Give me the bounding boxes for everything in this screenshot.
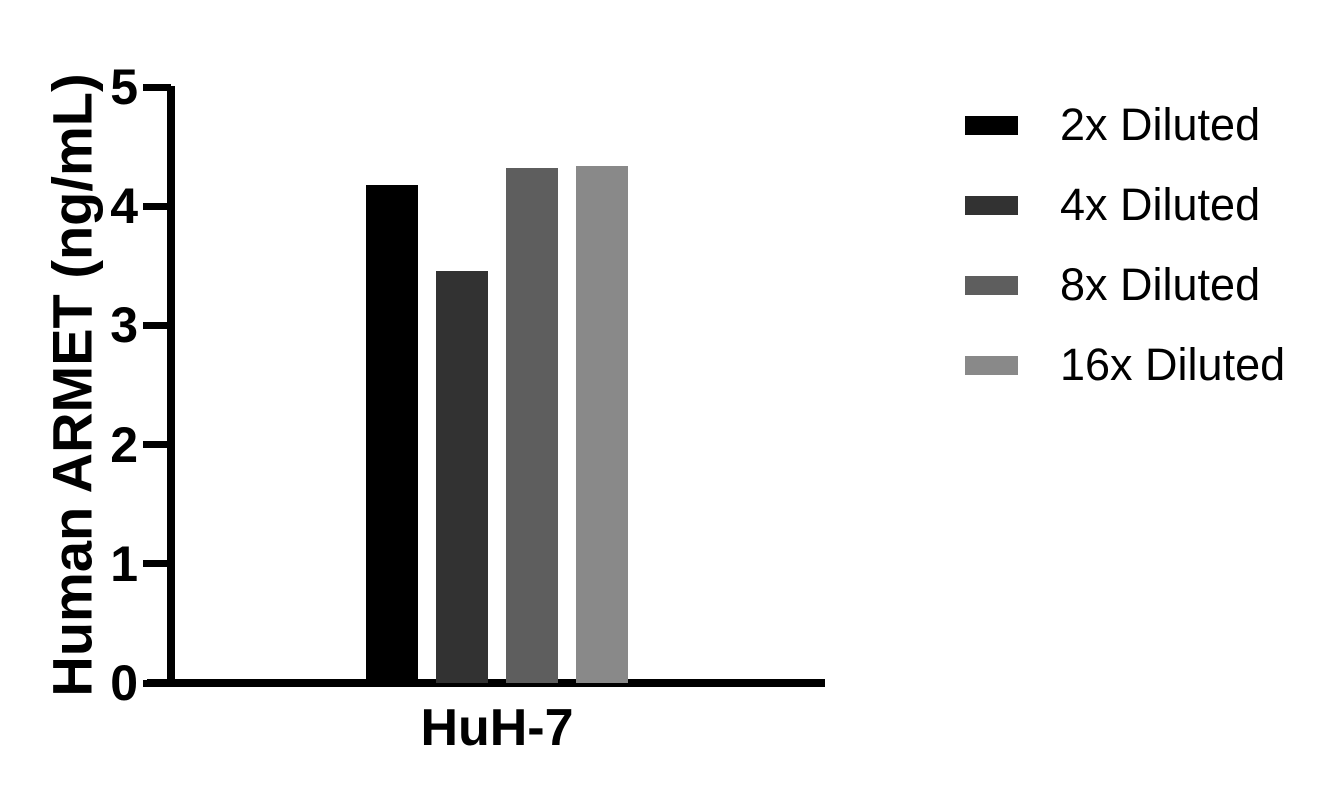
y-tick-mark [143, 679, 171, 687]
y-tick-label: 0 [110, 655, 138, 711]
legend-label: 8x Diluted [1060, 259, 1261, 310]
y-tick-label: 3 [110, 297, 138, 354]
legend-item: 16x Diluted [965, 325, 1285, 405]
bar [576, 166, 628, 683]
y-tick-label: 4 [110, 178, 138, 235]
legend-swatch [965, 195, 1018, 215]
bar [436, 271, 488, 683]
legend-label: 2x Diluted [1060, 99, 1261, 150]
x-axis-line [147, 679, 825, 687]
y-tick-mark [143, 83, 171, 91]
legend-swatch [965, 275, 1018, 295]
y-tick-mark [143, 441, 171, 449]
y-tick-mark [143, 321, 171, 329]
y-tick-label: 5 [110, 59, 138, 115]
y-tick-label: 2 [110, 416, 138, 473]
legend-item: 4x Diluted [965, 165, 1260, 245]
y-axis-line [167, 86, 175, 687]
bar [506, 168, 558, 683]
legend-label: 16x Diluted [1060, 339, 1286, 390]
legend-label: 4x Diluted [1060, 179, 1261, 230]
legend-item: 2x Diluted [965, 85, 1260, 165]
y-tick-mark [143, 202, 171, 210]
y-axis-title: Human ARMET (ng/mL) [40, 73, 104, 697]
y-tick-label: 1 [110, 535, 138, 592]
legend-swatch [965, 115, 1018, 135]
legend-swatch [965, 355, 1018, 375]
x-category-label: HuH-7 [420, 699, 574, 757]
y-tick-mark [143, 560, 171, 568]
legend-item: 8x Diluted [965, 245, 1260, 325]
bar [366, 185, 418, 683]
